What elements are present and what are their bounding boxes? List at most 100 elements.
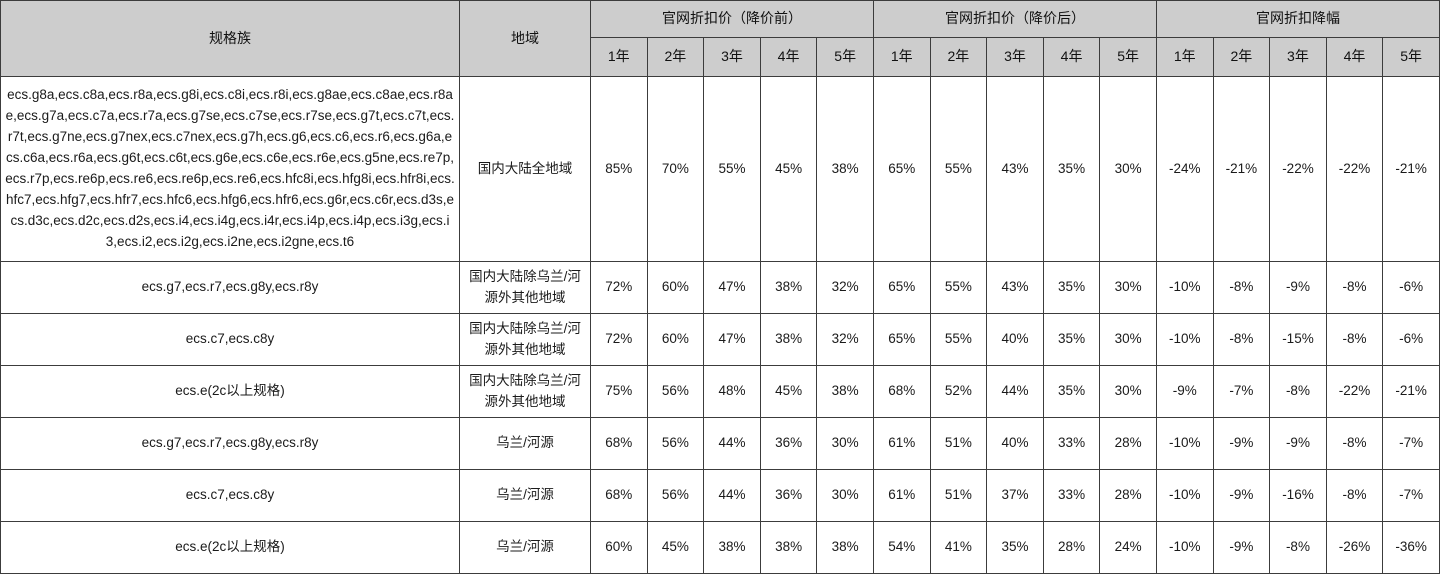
column-header-after-year-5: 5年 <box>1099 37 1157 77</box>
column-header-delta-year-3: 3年 <box>1269 37 1327 77</box>
cell-after-year-3: 40% <box>986 313 1044 366</box>
cell-delta-year-1: -24% <box>1155 76 1214 262</box>
column-header-before-year-4: 4年 <box>759 37 818 77</box>
table-row: ecs.g8a,ecs.c8a,ecs.r8a,ecs.g8i,ecs.c8i,… <box>0 76 1440 262</box>
cell-after-year-3: 35% <box>986 521 1044 574</box>
cell-before-year-5: 38% <box>816 365 874 418</box>
cell-before-year-2: 56% <box>646 365 705 418</box>
cell-delta-year-5: -7% <box>1382 469 1440 522</box>
cell-after-year-5: 28% <box>1099 469 1157 522</box>
column-header-delta-year-5: 5年 <box>1382 37 1440 77</box>
column-group-header-before: 官网折扣价（降价前） <box>590 0 874 38</box>
cell-before-year-3: 44% <box>703 417 761 470</box>
cell-after-year-3: 44% <box>986 365 1044 418</box>
cell-after-year-2: 55% <box>929 313 988 366</box>
cell-delta-year-3: -8% <box>1269 521 1327 574</box>
cell-before-year-1: 75% <box>590 365 648 418</box>
cell-delta-year-3: -9% <box>1269 417 1327 470</box>
cell-delta-year-1: -10% <box>1155 521 1214 574</box>
cell-after-year-1: 68% <box>872 365 931 418</box>
cell-region: 乌兰/河源 <box>459 417 591 470</box>
cell-delta-year-1: -10% <box>1155 469 1214 522</box>
header-row-years: 1年 2年 3年 4年 5年 1年 2年 3年 4年 5年 1年 2年 3年 4… <box>1 37 1440 77</box>
cell-delta-year-4: -22% <box>1325 365 1384 418</box>
cell-delta-year-2: -9% <box>1212 417 1271 470</box>
header-row-groups: 规格族 地域 官网折扣价（降价前） 官网折扣价（降价后） 官网折扣降幅 <box>0 0 1440 77</box>
cell-after-year-2: 55% <box>929 261 988 314</box>
cell-before-year-3: 47% <box>703 313 761 366</box>
cell-before-year-2: 60% <box>646 261 705 314</box>
table-row: ecs.c7,ecs.c8y 国内大陆除乌兰/河源外其他地域 72% 60% 47% 38… <box>0 313 1440 366</box>
cell-before-year-4: 38% <box>759 261 818 314</box>
cell-before-year-4: 36% <box>759 469 818 522</box>
column-header-before-year-1: 1年 <box>590 37 648 77</box>
cell-before-year-1: 68% <box>590 469 648 522</box>
cell-after-year-4: 35% <box>1042 76 1101 262</box>
table-row: ecs.e(2c以上规格) 乌兰/河源 60% 45% 38% 38% 38% 54% 41% 3… <box>0 521 1440 574</box>
cell-delta-year-1: -10% <box>1155 261 1214 314</box>
column-header-before-year-3: 3年 <box>703 37 761 77</box>
cell-region: 国内大陆除乌兰/河源外其他地域 <box>459 313 591 366</box>
cell-delta-year-5: -6% <box>1382 261 1440 314</box>
cell-before-year-3: 47% <box>703 261 761 314</box>
cell-region: 国内大陆除乌兰/河源外其他地域 <box>459 261 591 314</box>
cell-before-year-5: 30% <box>816 469 874 522</box>
cell-before-year-3: 44% <box>703 469 761 522</box>
cell-delta-year-2: -9% <box>1212 521 1271 574</box>
cell-delta-year-4: -8% <box>1325 261 1384 314</box>
cell-before-year-4: 36% <box>759 417 818 470</box>
cell-after-year-2: 52% <box>929 365 988 418</box>
cell-after-year-2: 51% <box>929 417 988 470</box>
cell-delta-year-2: -8% <box>1212 313 1271 366</box>
column-header-before-year-2: 2年 <box>646 37 705 77</box>
cell-after-year-4: 35% <box>1042 313 1101 366</box>
cell-before-year-2: 56% <box>646 417 705 470</box>
table-row: ecs.g7,ecs.r7,ecs.g8y,ecs.r8y 国内大陆除乌兰/河源外… <box>0 261 1440 314</box>
cell-delta-year-1: -10% <box>1155 417 1214 470</box>
cell-before-year-5: 32% <box>816 261 874 314</box>
column-header-after-year-1: 1年 <box>872 37 931 77</box>
cell-delta-year-2: -9% <box>1212 469 1271 522</box>
cell-delta-year-1: -9% <box>1155 365 1214 418</box>
table-row: ecs.g7,ecs.r7,ecs.g8y,ecs.r8y 乌兰/河源 68% 56%… <box>0 417 1440 470</box>
cell-delta-year-3: -8% <box>1269 365 1327 418</box>
cell-before-year-3: 38% <box>703 521 761 574</box>
table-header: 规格族 地域 官网折扣价（降价前） 官网折扣价（降价后） 官网折扣降幅 1年 2… <box>0 0 1440 77</box>
cell-instance-family: ecs.c7,ecs.c8y <box>0 313 460 366</box>
cell-before-year-2: 70% <box>646 76 705 262</box>
cell-delta-year-5: -21% <box>1382 76 1440 262</box>
cell-after-year-2: 41% <box>929 521 988 574</box>
column-header-family: 规格族 <box>0 0 460 77</box>
cell-instance-family: ecs.c7,ecs.c8y <box>0 469 460 522</box>
cell-delta-year-2: -7% <box>1212 365 1271 418</box>
cell-delta-year-4: -22% <box>1325 76 1384 262</box>
column-header-delta-year-4: 4年 <box>1325 37 1384 77</box>
cell-region: 国内大陆全地域 <box>459 76 591 262</box>
cell-after-year-1: 65% <box>872 76 931 262</box>
column-header-before-year-5: 5年 <box>816 37 874 77</box>
cell-region: 乌兰/河源 <box>459 521 591 574</box>
cell-after-year-3: 37% <box>986 469 1044 522</box>
cell-region: 国内大陆除乌兰/河源外其他地域 <box>459 365 591 418</box>
cell-region: 乌兰/河源 <box>459 469 591 522</box>
cell-before-year-1: 85% <box>590 76 648 262</box>
table-body: ecs.g8a,ecs.c8a,ecs.r8a,ecs.g8i,ecs.c8i,… <box>0 76 1440 574</box>
column-header-delta-year-1: 1年 <box>1155 37 1214 77</box>
cell-before-year-4: 45% <box>759 76 818 262</box>
cell-after-year-5: 30% <box>1099 313 1157 366</box>
cell-before-year-5: 32% <box>816 313 874 366</box>
cell-delta-year-4: -8% <box>1325 313 1384 366</box>
table-row: ecs.e(2c以上规格) 国内大陆除乌兰/河源外其他地域 75% 56% 48% 45%… <box>0 365 1440 418</box>
cell-before-year-1: 72% <box>590 261 648 314</box>
column-header-delta-year-2: 2年 <box>1212 37 1271 77</box>
cell-after-year-3: 40% <box>986 417 1044 470</box>
cell-after-year-4: 35% <box>1042 261 1101 314</box>
cell-after-year-4: 33% <box>1042 469 1101 522</box>
cell-delta-year-5: -6% <box>1382 313 1440 366</box>
cell-delta-year-3: -9% <box>1269 261 1327 314</box>
column-header-after-year-2: 2年 <box>929 37 988 77</box>
table-row: ecs.c7,ecs.c8y 乌兰/河源 68% 56% 44% 36% 30% 61% 51%… <box>0 469 1440 522</box>
cell-before-year-5: 30% <box>816 417 874 470</box>
cell-delta-year-4: -26% <box>1325 521 1384 574</box>
